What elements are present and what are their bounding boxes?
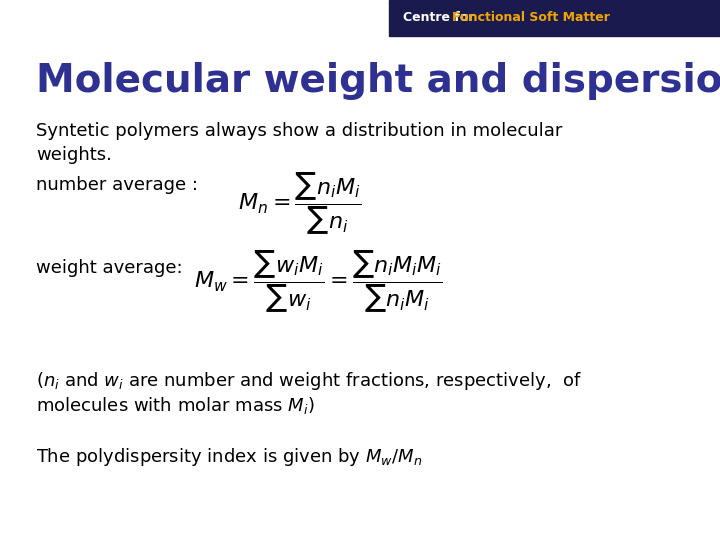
Text: $M_w = \dfrac{\sum w_i M_i}{\sum w_i} = \dfrac{\sum n_i M_i M_i}{\sum n_i M_i}$: $M_w = \dfrac{\sum w_i M_i}{\sum w_i} = … <box>194 248 444 315</box>
Text: weight average:: weight average: <box>36 259 183 277</box>
Text: $(n_i$ and $w_i$ are number and weight fractions, respectively,  of: $(n_i$ and $w_i$ are number and weight f… <box>36 370 582 392</box>
Text: weights.: weights. <box>36 146 112 164</box>
Text: number average :: number average : <box>36 176 198 193</box>
Text: Functional Soft Matter: Functional Soft Matter <box>452 11 610 24</box>
Text: molecules with molar mass $M_i)$: molecules with molar mass $M_i)$ <box>36 395 315 416</box>
Text: Molecular weight and dispersion: Molecular weight and dispersion <box>36 62 720 100</box>
Text: Centre for: Centre for <box>403 11 479 24</box>
Text: The polydispersity index is given by $M_w/M_n$: The polydispersity index is given by $M_… <box>36 446 423 468</box>
Text: $M_n = \dfrac{\sum n_i M_i}{\sum n_i}$: $M_n = \dfrac{\sum n_i M_i}{\sum n_i}$ <box>238 170 361 237</box>
Text: Syntetic polymers always show a distribution in molecular: Syntetic polymers always show a distribu… <box>36 122 562 139</box>
